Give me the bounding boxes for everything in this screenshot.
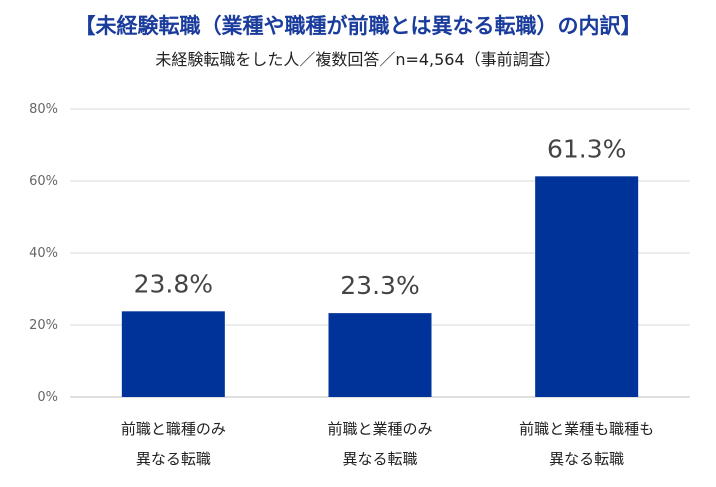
chart-subtitle: 未経験転職をした人／複数回答／n=4,564（事前調査） [155, 50, 561, 69]
bars [121, 176, 639, 397]
y-tick-label: 80% [29, 102, 58, 117]
y-axis: 0% 20% 40% 60% 80% [29, 102, 58, 405]
x-tick-label: 異なる転職 [136, 450, 211, 468]
value-labels: 23.8% 23.3% 61.3% [134, 134, 627, 300]
x-tick-label: 前職と職種のみ [121, 420, 226, 438]
bar [121, 311, 225, 397]
x-tick-label: 前職と業種も職種も [519, 420, 654, 438]
data-label: 61.3% [547, 134, 626, 163]
x-tick-label: 異なる転職 [549, 450, 624, 468]
chart-title: 【未経験転職（業種や職種が前職とは異なる転職）の内訳】 [74, 14, 642, 38]
y-tick-label: 20% [29, 318, 58, 333]
data-label: 23.8% [134, 269, 213, 298]
y-tick-label: 0% [37, 390, 58, 405]
bar [328, 313, 432, 397]
y-tick-label: 60% [29, 174, 58, 189]
x-tick-label: 異なる転職 [342, 450, 417, 468]
bar [535, 176, 639, 397]
y-tick-label: 40% [29, 246, 58, 261]
data-label: 23.3% [340, 271, 419, 300]
x-tick-label: 前職と業種のみ [327, 420, 432, 438]
